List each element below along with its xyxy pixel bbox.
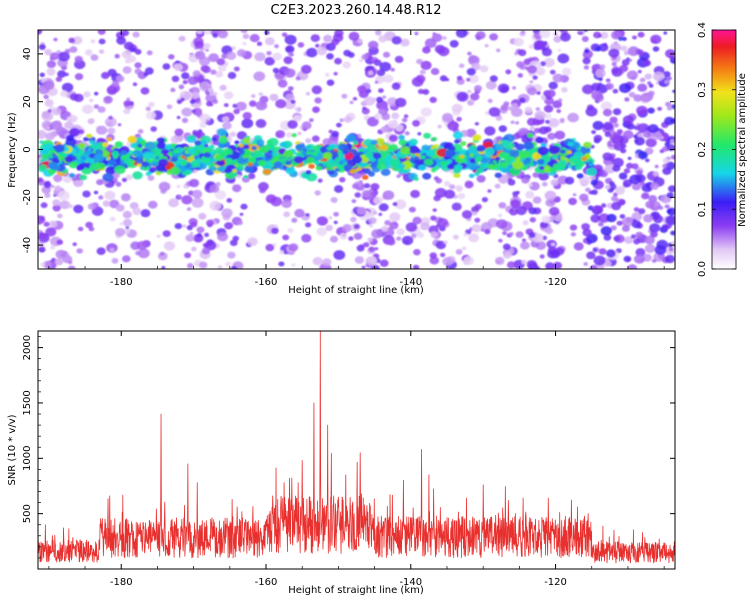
spectrogram-x-tick-label: -120 [544,277,567,288]
spectrogram-panel: -180 -160 -140 -120 40 20 0 -20 -40 Height of st… [7,29,676,296]
colorbar-label: Normalized spectral amplitude [737,73,748,227]
snr-axes: -180 -160 -140 -120 2000 1500 1000 500 [22,331,675,588]
snr-y-tick-label: 500 [22,504,33,523]
colorbar: 0.0 0.1 0.2 0.3 0.4 Normalized spectral ampl… [697,22,748,277]
snr-series-line [38,331,675,564]
snr-y-tick-label: 1000 [22,446,33,471]
colorbar-tick-label: 0.2 [697,142,708,158]
spectrogram-heatmap [38,30,675,269]
spectrogram-y-tick-label: -20 [22,189,33,205]
spectrogram-y-tick-label: 20 [22,95,33,108]
spectrogram-x-tick-label: -160 [255,277,278,288]
spectrogram-axes: -180 -160 -140 -120 40 20 0 -20 -40 [22,30,675,288]
spectrogram-y-axis-label: Frequency (Hz) [7,112,18,188]
snr-x-tick-label: -120 [544,577,567,588]
snr-y-tick-label: 1500 [22,390,33,415]
spectrogram-x-axis-label: Height of straight line (km) [288,285,424,296]
snr-x-tick-label: -180 [110,577,133,588]
snr-y-axis-label: SNR (10 * v/v) [7,414,18,485]
figure-title: C2E3.2023.260.14.48.R12 [270,3,441,18]
spectrogram-y-tick-label: 0 [22,146,33,152]
snr-x-axis-label: Height of straight line (km) [288,585,424,596]
snr-panel: -180 -160 -140 -120 2000 1500 1000 500 Height o… [7,330,676,596]
colorbar-tick-label: 0.4 [697,22,708,38]
snr-x-tick-label: -140 [399,577,422,588]
spectrogram-y-tick-label: 40 [22,48,33,61]
spectrogram-x-tick-label: -180 [110,277,133,288]
colorbar-tick-label: 0.3 [697,82,708,98]
snr-y-tick-label: 2000 [22,335,33,360]
colorbar-tick-label: 0.0 [697,261,708,277]
colorbar-tick-label: 0.1 [697,201,708,217]
spectrogram-x-tick-label: -140 [399,277,422,288]
colorbar-ticks: 0.0 0.1 0.2 0.3 0.4 [697,22,736,277]
spectrogram-y-tick-label: -40 [22,237,33,253]
snr-x-tick-label: -160 [255,577,278,588]
